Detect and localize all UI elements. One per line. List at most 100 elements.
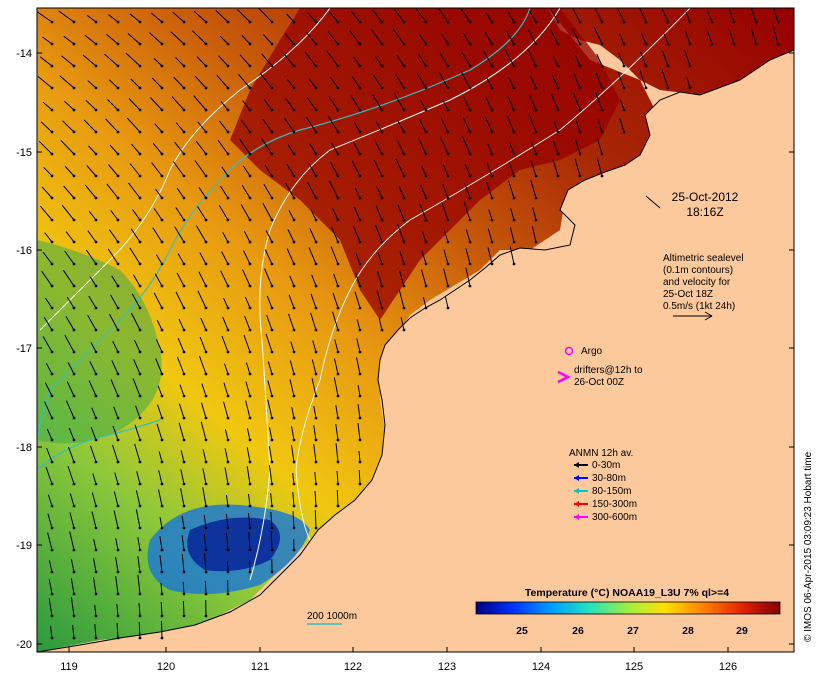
velocity-arrow-head xyxy=(205,483,208,486)
velocity-arrow-head xyxy=(271,527,274,530)
velocity-arrow-head xyxy=(315,263,318,266)
velocity-arrow-head xyxy=(337,21,340,24)
altimetric-line: and velocity for xyxy=(663,277,731,288)
velocity-arrow-head xyxy=(381,153,384,156)
velocity-arrow-head xyxy=(535,153,538,156)
velocity-arrow-head xyxy=(95,219,98,222)
velocity-arrow-head xyxy=(117,219,120,222)
velocity-arrow-head xyxy=(623,65,626,68)
velocity-arrow-head xyxy=(51,329,54,332)
velocity-arrow-head xyxy=(601,131,604,134)
velocity-arrow-head xyxy=(293,439,296,442)
velocity-arrow-head xyxy=(205,395,208,398)
velocity-arrow-head xyxy=(491,263,494,266)
colorbar-ramp xyxy=(476,602,780,614)
velocity-arrow-head xyxy=(425,131,428,134)
anmn-legend-label: 300-600m xyxy=(592,512,637,523)
velocity-arrow-head xyxy=(293,109,296,112)
velocity-arrow-head xyxy=(117,307,120,310)
velocity-arrow-head xyxy=(205,263,208,266)
velocity-arrow-head xyxy=(95,615,98,618)
velocity-arrow-head xyxy=(425,109,428,112)
velocity-arrow-head xyxy=(51,87,54,90)
velocity-arrow-head xyxy=(359,461,362,464)
velocity-arrow-head xyxy=(381,241,384,244)
velocity-arrow-head xyxy=(95,637,98,640)
velocity-arrow-head xyxy=(315,175,318,178)
velocity-arrow-head xyxy=(205,571,208,574)
velocity-arrow-head xyxy=(557,65,560,68)
velocity-arrow-head xyxy=(51,483,54,486)
x-tick-label: 123 xyxy=(438,661,456,673)
velocity-arrow-head xyxy=(403,43,406,46)
velocity-arrow-head xyxy=(227,175,230,178)
velocity-arrow-head xyxy=(293,461,296,464)
velocity-arrow-head xyxy=(161,65,164,68)
velocity-arrow-head xyxy=(183,571,186,574)
velocity-arrow-head xyxy=(95,351,98,354)
velocity-arrow-head xyxy=(337,373,340,376)
velocity-arrow-head xyxy=(51,637,54,640)
velocity-arrow-head xyxy=(249,219,252,222)
velocity-arrow-head xyxy=(183,483,186,486)
velocity-arrow-head xyxy=(271,153,274,156)
velocity-arrow-head xyxy=(381,65,384,68)
y-tick-label: -18 xyxy=(16,442,32,454)
velocity-arrow-head xyxy=(777,21,780,24)
velocity-arrow-head xyxy=(359,109,362,112)
velocity-arrow-head xyxy=(73,307,76,310)
velocity-arrow-head xyxy=(447,65,450,68)
velocity-arrow-head xyxy=(337,175,340,178)
velocity-arrow-head xyxy=(491,153,494,156)
velocity-arrow-head xyxy=(403,175,406,178)
velocity-arrow-head xyxy=(183,43,186,46)
velocity-arrow-head xyxy=(623,131,626,134)
velocity-arrow-head xyxy=(271,109,274,112)
velocity-arrow-head xyxy=(425,285,428,288)
velocity-arrow-head xyxy=(667,65,670,68)
velocity-arrow-head xyxy=(337,395,340,398)
velocity-arrow-head xyxy=(337,505,340,508)
velocity-arrow-head xyxy=(73,615,76,618)
velocity-arrow-head xyxy=(513,131,516,134)
anmn-legend-label: 150-300m xyxy=(592,499,637,510)
velocity-arrow-head xyxy=(293,153,296,156)
velocity-arrow-head xyxy=(491,87,494,90)
velocity-arrow-head xyxy=(755,43,758,46)
velocity-arrow-head xyxy=(95,461,98,464)
velocity-arrow-head xyxy=(139,417,142,420)
velocity-arrow-head xyxy=(579,21,582,24)
velocity-arrow-head xyxy=(205,285,208,288)
velocity-arrow-head xyxy=(403,219,406,222)
velocity-arrow-head xyxy=(403,153,406,156)
velocity-arrow-head xyxy=(161,285,164,288)
velocity-arrow-head xyxy=(205,351,208,354)
velocity-arrow-head xyxy=(293,197,296,200)
velocity-arrow-head xyxy=(535,43,538,46)
velocity-arrow-head xyxy=(139,593,142,596)
velocity-arrow-head xyxy=(249,197,252,200)
velocity-arrow-head xyxy=(425,21,428,24)
velocity-arrow-head xyxy=(249,483,252,486)
velocity-arrow-head xyxy=(161,351,164,354)
velocity-arrow-head xyxy=(579,65,582,68)
velocity-arrow-head xyxy=(601,109,604,112)
velocity-arrow-head xyxy=(227,153,230,156)
velocity-arrow-head xyxy=(337,241,340,244)
velocity-arrow-head xyxy=(73,197,76,200)
velocity-arrow-head xyxy=(73,131,76,134)
velocity-arrow-head xyxy=(117,329,120,332)
velocity-arrow-head xyxy=(469,263,472,266)
velocity-arrow-head xyxy=(271,351,274,354)
velocity-arrow-head xyxy=(227,21,230,24)
velocity-arrow-head xyxy=(205,527,208,530)
velocity-arrow-head xyxy=(557,175,560,178)
velocity-arrow-head xyxy=(403,329,406,332)
velocity-arrow-head xyxy=(139,351,142,354)
velocity-arrow-head xyxy=(117,109,120,112)
velocity-arrow-head xyxy=(205,505,208,508)
velocity-arrow-head xyxy=(95,483,98,486)
velocity-arrow-head xyxy=(139,43,142,46)
velocity-arrow-head xyxy=(139,549,142,552)
